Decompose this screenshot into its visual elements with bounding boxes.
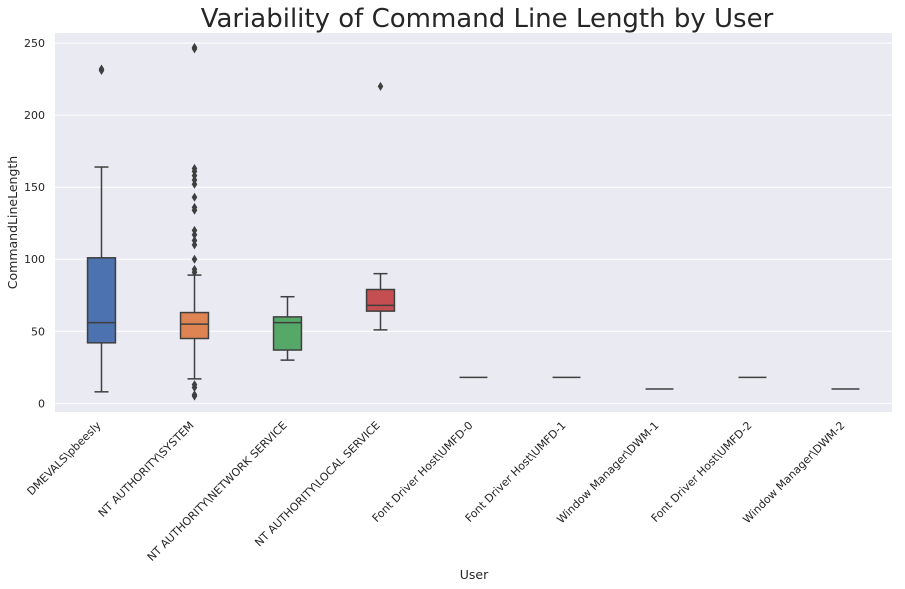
box-group	[86, 64, 117, 393]
y-tick-label: 100	[24, 253, 45, 266]
outlier-point	[191, 202, 198, 212]
plot-area	[55, 33, 892, 412]
y-tick-label: 0	[38, 397, 45, 410]
box-series	[86, 42, 860, 401]
outlier-point	[191, 163, 198, 173]
x-tick-label: Font Driver Host\UMFD-1	[463, 419, 569, 525]
x-tick-label: Window Manager\DWM-2	[740, 419, 847, 526]
box-group	[272, 295, 303, 361]
outlier-point	[191, 225, 198, 235]
x-tick-label: NT AUTHORITY\SYSTEM	[96, 419, 197, 520]
outlier-point	[191, 42, 198, 52]
outlier-point	[377, 81, 384, 91]
box	[365, 288, 396, 312]
y-axis-ticks: 0 50 100 150 200 250	[24, 37, 45, 410]
outlier-point	[191, 264, 198, 274]
y-tick-label: 250	[24, 37, 45, 50]
outlier-point	[191, 380, 198, 390]
box	[272, 316, 303, 351]
y-tick-label: 50	[31, 325, 45, 338]
box-group	[365, 81, 396, 331]
box	[86, 257, 117, 344]
y-axis-label: CommandLineLength	[5, 156, 20, 289]
chart-title: Variability of Command Line Length by Us…	[201, 4, 774, 34]
outlier-point	[98, 64, 105, 74]
y-tick-label: 200	[24, 109, 45, 122]
y-tick-label: 150	[24, 181, 45, 194]
x-tick-label: Window Manager\DWM-1	[554, 419, 661, 526]
outlier-point	[191, 254, 198, 264]
outlier-point	[191, 192, 198, 202]
x-tick-label: Font Driver Host\UMFD-0	[370, 419, 476, 525]
box	[179, 311, 210, 340]
box-group	[179, 42, 210, 401]
outlier-point	[191, 236, 198, 246]
x-tick-label: Font Driver Host\UMFD-2	[649, 419, 755, 525]
outlier-point	[191, 390, 198, 400]
x-tick-label: DMEVALS\pbeesly	[25, 419, 104, 498]
x-axis-label: User	[460, 567, 489, 582]
